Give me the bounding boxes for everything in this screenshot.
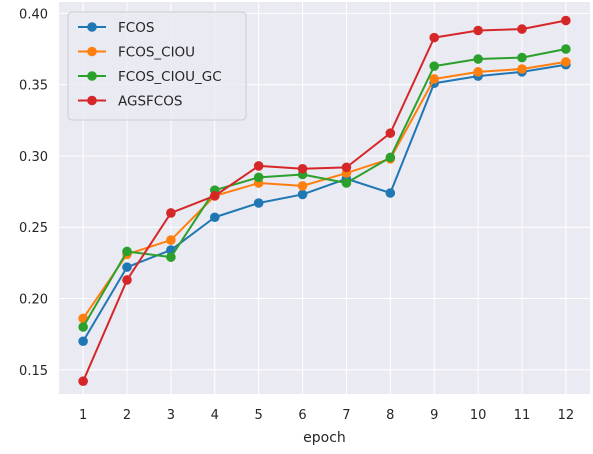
series-line [82,48,567,328]
data-point [166,235,176,245]
y-tick-label: 0.25 [19,221,48,236]
legend-marker [87,71,97,81]
data-point [561,44,571,54]
y-tick-label: 0.20 [19,292,48,307]
legend-marker [87,22,97,32]
x-tick-label: 4 [211,408,219,423]
legend-label: FCOS_CIOU_GC [118,69,222,85]
legend-item: FCOS_CIOU_GC [78,69,222,85]
data-point [297,163,308,174]
data-point [385,152,396,163]
data-point [166,252,176,262]
data-point [561,57,571,67]
legend-label: FCOS_CIOU [118,45,195,61]
series-line [82,63,567,342]
data-point [517,64,527,74]
data-point [341,162,352,173]
x-tick-label: 2 [123,408,131,423]
data-point [385,128,396,138]
legend-box [67,11,247,121]
data-point [473,67,483,77]
x-axis-ticks: 1 2 3 4 5 6 7 8 9 10 11 12 [79,408,574,423]
legend-label: AGSFCOS [118,94,182,110]
data-point [517,52,527,63]
data-point [166,208,176,218]
series-agsfcos [78,15,571,386]
data-point [122,262,132,272]
series-layer [78,15,571,386]
data-point [429,61,440,71]
x-tick-label: 10 [470,408,487,423]
data-point [517,24,527,34]
data-point [297,181,308,191]
x-tick-label: 5 [255,408,263,423]
series-line [82,19,567,382]
x-tick-label: 3 [167,408,175,423]
data-point [78,376,88,386]
data-point [253,172,264,183]
data-point [78,336,88,347]
y-tick-label: 0.30 [19,150,48,165]
data-point [473,54,483,64]
data-point [429,74,440,84]
data-point [341,178,352,188]
x-tick-label: 9 [430,408,438,423]
legend-marker [87,46,97,57]
legend-item: FCOS [78,20,154,36]
data-point [253,198,264,208]
data-point [122,246,132,257]
y-tick-label: 0.40 [19,7,48,22]
legend-marker [87,95,97,106]
x-tick-label: 8 [386,408,394,423]
legend-item: FCOS_CIOU [78,45,195,61]
x-tick-label: 1 [79,408,87,423]
y-axis-ticks: 0.15 0.20 0.25 0.30 0.35 0.40 [19,7,48,378]
data-point [78,313,88,324]
data-point [385,188,396,198]
y-tick-label: 0.15 [19,364,48,379]
y-tick-label: 0.35 [19,79,48,94]
data-point [561,15,571,26]
legend: FCOS FCOS_CIOU FCOS_CIOU_GC AGSFCOS [67,11,247,121]
data-point [473,25,483,36]
x-tick-label: 6 [298,408,306,423]
legend-label: FCOS [118,20,154,36]
data-point [297,189,308,200]
x-axis-label: epoch [303,430,346,446]
data-point [429,32,440,43]
x-tick-label: 7 [342,408,350,423]
data-point [209,212,220,223]
data-point [253,161,264,171]
legend-item: AGSFCOS [78,94,182,110]
data-point [78,322,88,332]
x-tick-label: 11 [514,408,531,423]
x-tick-label: 12 [558,408,575,423]
data-point [209,191,220,201]
data-point [122,275,132,285]
